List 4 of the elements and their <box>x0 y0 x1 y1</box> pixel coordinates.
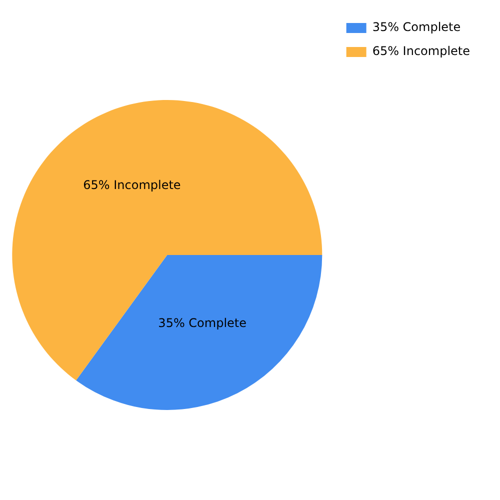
data-label: 35% Complete <box>158 316 247 330</box>
legend-label: 65% Incomplete <box>372 44 470 58</box>
legend-label: 35% Complete <box>372 20 461 34</box>
data-label: 65% Incomplete <box>83 178 181 192</box>
